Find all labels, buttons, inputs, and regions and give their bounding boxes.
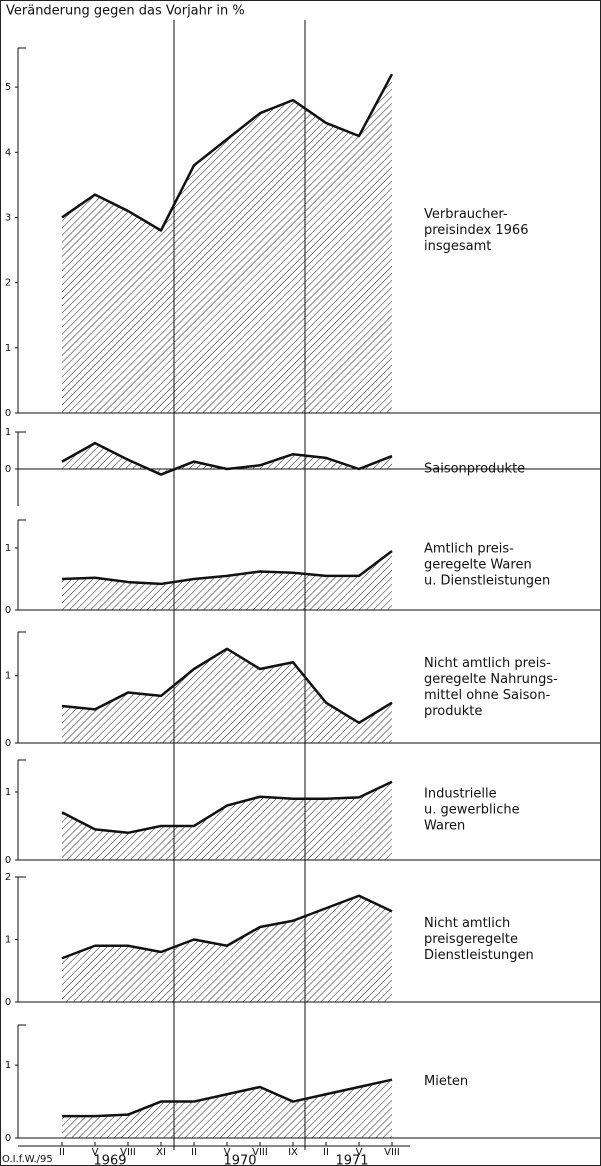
panel-label: Verbraucher- (424, 207, 508, 222)
panel-label: Nicht amtlich preis- (424, 656, 551, 671)
year-label: 1970 (223, 1154, 256, 1166)
x-tick-label: II (191, 1147, 197, 1158)
x-tick-label: V (92, 1147, 99, 1158)
panel-label: u. Dienstleistungen (424, 574, 550, 589)
y-tick-label: 1 (5, 427, 11, 438)
line (62, 1078, 393, 1118)
panel-label: preisindex 1966 (424, 223, 528, 238)
year-label: 1971 (335, 1154, 368, 1166)
line (61, 73, 394, 232)
line (61, 441, 393, 476)
panel-label: produkte (424, 704, 482, 719)
line (61, 647, 393, 725)
area (62, 74, 392, 414)
panel-label: preisgeregelte (424, 932, 518, 947)
x-tick-label: V (224, 1147, 231, 1158)
y-tick-label: 1 (5, 543, 11, 554)
y-tick-label: 1 (5, 343, 11, 354)
x-tick-label: V (356, 1147, 363, 1158)
area (62, 781, 392, 860)
x-tick-label: XI (156, 1147, 166, 1158)
x-tick-label: VIII (252, 1147, 268, 1158)
line (61, 894, 393, 960)
year-label: 1969 (93, 1154, 126, 1166)
x-tick-label: VIII (120, 1147, 136, 1158)
y-tick-label: 0 (5, 408, 11, 419)
y-tick-label: 0 (5, 997, 11, 1008)
y-tick-label: 2 (5, 872, 11, 883)
y-tick-label: 0 (5, 605, 11, 616)
y-tick-label: 0 (5, 464, 11, 475)
panel-label: u. gewerbliche (424, 803, 520, 818)
panel-label: Dienstleistungen (424, 948, 534, 963)
x-tick-label: II (59, 1147, 65, 1158)
x-tick-label: IX (288, 1147, 298, 1158)
panel-label: mittel ohne Saison- (424, 688, 551, 703)
panel-label: geregelte Waren (424, 558, 532, 573)
area (62, 551, 392, 610)
y-tick-label: 2 (5, 278, 11, 289)
area (62, 895, 392, 1002)
line (61, 780, 393, 835)
panel-label: Mieten (424, 1074, 468, 1089)
panel-label: Waren (424, 819, 465, 834)
panel-label: Nicht amtlich (424, 916, 510, 931)
y-tick-label: 4 (5, 147, 11, 158)
panel-label: Amtlich preis- (424, 542, 514, 557)
panel-label: Saisonprodukte (424, 462, 525, 477)
area (62, 648, 392, 743)
y-tick-label: 5 (5, 82, 11, 93)
panel-label: insgesamt (424, 239, 491, 254)
x-tick-label: VIII (384, 1147, 400, 1158)
y-tick-label: 1 (5, 1060, 11, 1071)
area (62, 443, 392, 475)
y-tick-label: 0 (5, 738, 11, 749)
y-tick-label: 0 (5, 855, 11, 866)
y-tick-label: 1 (5, 935, 11, 946)
source: O.I.f.W./95 (2, 1154, 53, 1165)
panel-label: Industrielle (424, 787, 497, 802)
area (62, 1079, 392, 1138)
x-tick-label: II (323, 1147, 329, 1158)
line (61, 550, 393, 586)
panel-label: geregelte Nahrungs- (424, 672, 558, 687)
y-tick-label: 1 (5, 787, 11, 798)
y-tick-label: 3 (5, 212, 11, 223)
y-tick-label: 0 (5, 1133, 11, 1144)
chart-title: Veränderung gegen das Vorjahr in % (6, 4, 245, 19)
y-tick-label: 1 (5, 671, 11, 682)
